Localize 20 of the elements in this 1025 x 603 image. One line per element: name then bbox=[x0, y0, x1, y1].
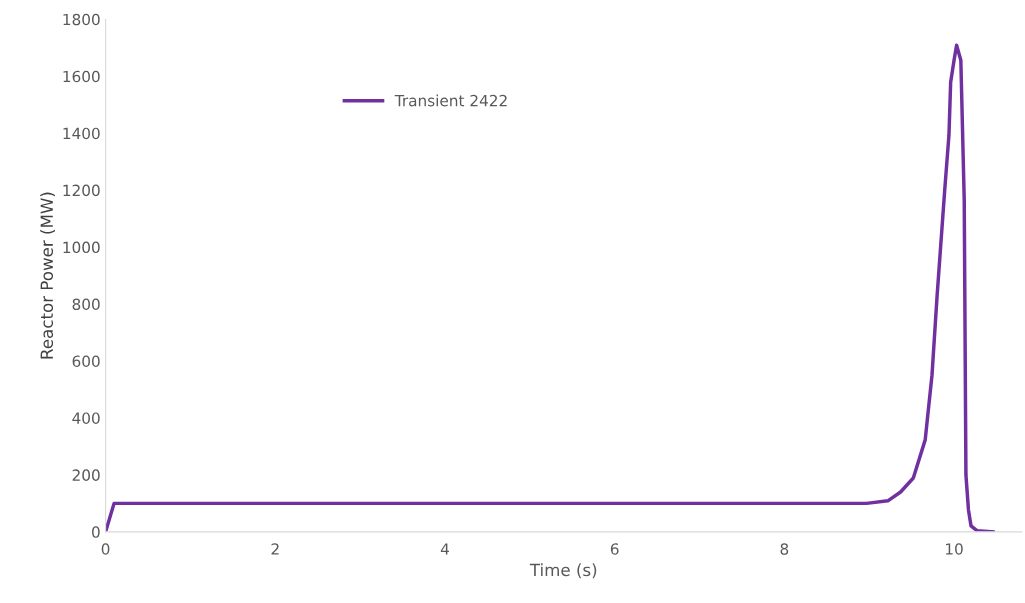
y-tick-label: 1000 bbox=[63, 241, 100, 254]
y-tick-label: 600 bbox=[72, 355, 100, 368]
y-tick-label: 400 bbox=[72, 412, 100, 424]
y-tick-label: 1400 bbox=[63, 127, 100, 140]
legend-label: Transient 2422 bbox=[394, 94, 507, 107]
x-tick-label: 2 bbox=[271, 543, 279, 555]
y-tick-label: 800 bbox=[72, 298, 100, 311]
x-tick-label: 6 bbox=[610, 543, 619, 555]
y-tick-label: 1800 bbox=[63, 13, 100, 26]
y-tick-label: 1600 bbox=[63, 70, 100, 83]
y-tick-label: 200 bbox=[72, 469, 100, 481]
x-tick-label: 10 bbox=[946, 543, 963, 555]
x-tick-label: 0 bbox=[101, 543, 110, 555]
x-tick-label: 4 bbox=[440, 543, 449, 555]
x-axis-title: Time (s) bbox=[529, 563, 597, 579]
line-series bbox=[105, 43, 995, 532]
x-tick-label: 8 bbox=[780, 543, 789, 555]
y-axis-title: Reactor Power (MW) bbox=[40, 192, 56, 359]
y-tick-label: 1200 bbox=[63, 184, 100, 197]
y-tick-label: 0 bbox=[92, 526, 100, 538]
